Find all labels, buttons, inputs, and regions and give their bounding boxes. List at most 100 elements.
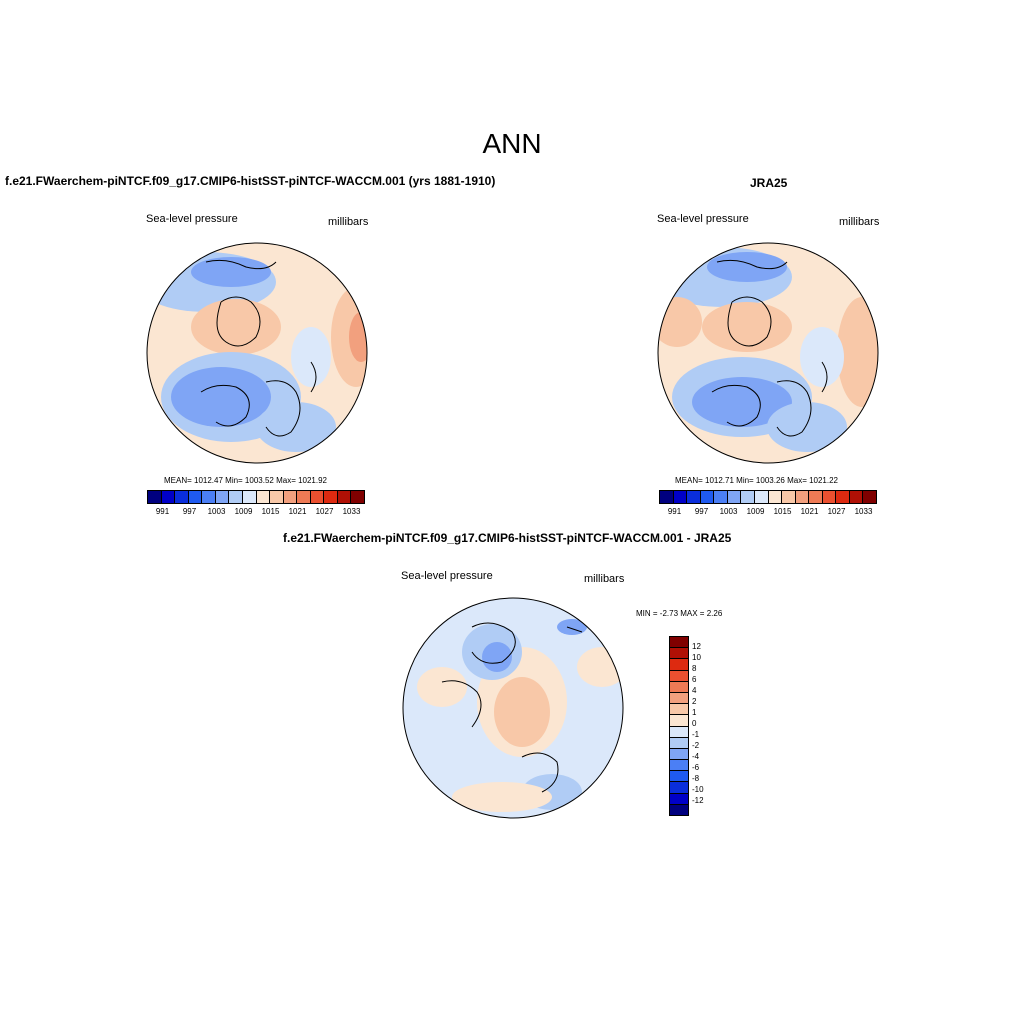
colorbar-tick-label: 1015	[261, 507, 280, 516]
colorbar-swatch	[161, 491, 176, 503]
colorbar-swatch	[809, 491, 823, 503]
colorbar-tick-label: 1009	[746, 507, 765, 516]
colorbar-swatch	[687, 491, 701, 503]
colorbar-swatch	[670, 715, 688, 727]
colorbar-tick-label: 2	[692, 697, 697, 706]
colorbar-swatch	[754, 491, 769, 503]
colorbar-swatch	[270, 491, 284, 503]
polar-map-obs	[657, 242, 879, 464]
units-label: millibars	[839, 216, 880, 228]
colorbar-tick-label: 1015	[773, 507, 792, 516]
colorbar	[659, 490, 877, 504]
colorbar-tick-label: 991	[667, 507, 682, 516]
colorbar-tick-label: 997	[182, 507, 197, 516]
colorbar-swatch	[670, 748, 688, 761]
colorbar-swatch	[670, 681, 688, 693]
colorbar-swatch	[670, 692, 688, 705]
colorbar-swatch	[795, 491, 810, 503]
colorbar-swatch	[670, 782, 688, 794]
colorbar-tick-label: -6	[692, 763, 700, 772]
colorbar-swatch	[256, 491, 271, 503]
colorbar-swatch	[283, 491, 298, 503]
units-label: millibars	[584, 573, 625, 585]
colorbar-tick-label: -10	[692, 785, 704, 794]
colorbar-tick-label: -8	[692, 774, 700, 783]
colorbar-tick-label: 991	[155, 507, 170, 516]
colorbar-tick-label: -2	[692, 741, 700, 750]
figure-title: ANN	[482, 128, 542, 159]
variable-label: Sea-level pressure	[657, 213, 749, 225]
colorbar-swatch	[670, 704, 688, 716]
colorbar-swatch	[310, 491, 325, 503]
colorbar-swatch	[768, 491, 783, 503]
colorbar-swatch	[351, 491, 364, 503]
colorbar-tick-label: 1003	[719, 507, 738, 516]
colorbar-swatch	[670, 793, 688, 805]
colorbar-swatch	[863, 491, 876, 503]
colorbar-diff	[669, 636, 689, 816]
colorbar-tick-label: 10	[692, 653, 701, 662]
colorbar-swatch	[822, 491, 837, 503]
colorbar-ticks: 991 997 1003 1009 1015 1021 1027 1033	[661, 507, 877, 516]
colorbar-swatch	[188, 491, 203, 503]
colorbar-swatch	[670, 726, 688, 738]
panel-title-model: f.e21.FWaerchem-piNTCF.f09_g17.CMIP6-his…	[5, 174, 496, 188]
colorbar-tick-label: 1027	[315, 507, 334, 516]
colorbar-tick-label: 4	[692, 686, 697, 695]
colorbar-swatch	[670, 804, 688, 815]
colorbar-tick-label: 1	[692, 708, 697, 717]
colorbar-swatch	[670, 737, 688, 749]
colorbar-swatch	[673, 491, 688, 503]
colorbar-tick-label: 8	[692, 664, 697, 673]
colorbar-tick-label: -4	[692, 752, 700, 761]
colorbar-swatch	[849, 491, 864, 503]
colorbar-tick-label: -1	[692, 730, 700, 739]
colorbar-tick-label: 1021	[800, 507, 819, 516]
colorbar-ticks: 991 997 1003 1009 1015 1021 1027 1033	[149, 507, 365, 516]
colorbar-tick-label: 1033	[342, 507, 361, 516]
colorbar-swatch	[782, 491, 796, 503]
colorbar-swatch	[324, 491, 338, 503]
colorbar-swatch	[714, 491, 728, 503]
colorbar-swatch	[215, 491, 230, 503]
colorbar-swatch	[836, 491, 850, 503]
units-label: millibars	[328, 216, 369, 228]
colorbar-tick-label: 1021	[288, 507, 307, 516]
colorbar-swatch	[337, 491, 352, 503]
colorbar-tick-label: 1027	[827, 507, 846, 516]
stats-label: MEAN= 1012.47 Min= 1003.52 Max= 1021.92	[164, 476, 327, 485]
colorbar-swatch	[297, 491, 311, 503]
polar-map-diff	[402, 597, 624, 819]
polar-map-model	[146, 242, 368, 464]
colorbar-tick-label: 1033	[854, 507, 873, 516]
colorbar-swatch	[670, 670, 688, 682]
colorbar-swatch	[148, 491, 162, 503]
colorbar-tick-label: 997	[694, 507, 709, 516]
stats-label: MEAN= 1012.71 Min= 1003.26 Max= 1021.22	[675, 476, 838, 485]
colorbar-tick-label: -12	[692, 796, 704, 805]
stats-label: MIN = -2.73 MAX = 2.26	[636, 609, 723, 618]
colorbar-tick-label: 6	[692, 675, 697, 684]
colorbar-swatch	[700, 491, 715, 503]
colorbar-swatch	[670, 637, 688, 649]
colorbar-swatch	[660, 491, 674, 503]
colorbar-swatch	[202, 491, 216, 503]
colorbar-swatch	[229, 491, 243, 503]
colorbar-swatch	[670, 659, 688, 671]
panel-title-diff: f.e21.FWaerchem-piNTCF.f09_g17.CMIP6-his…	[283, 531, 732, 545]
colorbar-tick-label: 1009	[234, 507, 253, 516]
colorbar-swatch	[242, 491, 257, 503]
colorbar-swatch	[175, 491, 189, 503]
colorbar-tick-label: 0	[692, 719, 697, 728]
colorbar-tick-label: 1003	[207, 507, 226, 516]
variable-label: Sea-level pressure	[401, 570, 493, 582]
variable-label: Sea-level pressure	[146, 213, 238, 225]
panel-title-obs: JRA25	[750, 176, 788, 190]
colorbar-swatch	[670, 648, 688, 660]
colorbar-swatch	[670, 771, 688, 783]
colorbar-diff-ticks: 12 10 8 6 4 2 1 0 -1 -2 -4 -6 -8 -10 -12	[692, 641, 704, 819]
colorbar-swatch	[670, 760, 688, 772]
colorbar-swatch	[741, 491, 755, 503]
colorbar-tick-label: 12	[692, 642, 701, 651]
colorbar	[147, 490, 365, 504]
